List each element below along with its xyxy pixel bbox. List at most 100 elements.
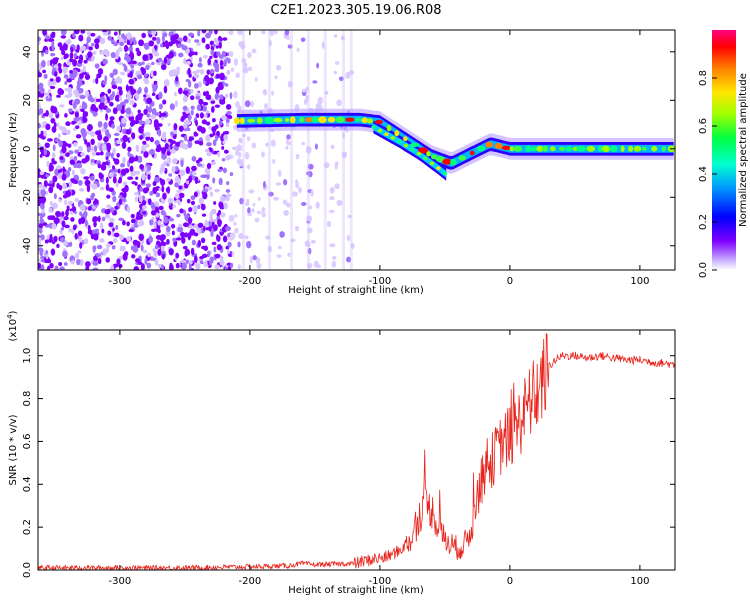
noise-speckle [148,236,153,243]
noise-speckle [191,248,194,255]
noise-speckle [87,146,91,152]
noise-speckle [161,186,164,193]
noise-speckle [237,242,240,248]
snr-series-line [38,334,675,570]
noise-speckle [168,198,174,204]
noise-speckle [202,213,206,216]
noise-speckle [169,51,174,58]
noise-speckle [162,147,166,153]
noise-speckle [163,32,168,37]
noise-speckle [164,86,168,94]
noise-speckle [155,112,160,116]
noise-speckle [85,90,89,97]
noise-speckle [206,227,210,230]
noise-speckle [61,211,64,216]
noise-speckle [85,219,88,226]
noise-speckle [51,32,56,38]
ridge-blob [530,146,536,151]
noise-speckle [92,51,96,55]
noise-speckle [194,233,199,237]
noise-speckle [138,261,143,265]
ridge-blob [345,117,354,121]
colorbar-tick-label: 0.6 [698,118,709,134]
noise-speckle [100,187,104,191]
noise-speckle [80,168,85,174]
noise-speckle [96,253,101,257]
noise-speckle [194,39,199,42]
noise-speckle [274,30,278,34]
noise-speckle [118,195,122,199]
noise-speckle [162,132,166,137]
noise-speckle [84,238,89,244]
noise-speckle [197,205,200,209]
noise-speckle [225,226,231,231]
noise-speckle [152,248,155,253]
noise-speckle [226,123,230,127]
noise-speckle [44,74,48,79]
noise-speckle [188,207,192,212]
noise-speckle [142,211,146,214]
ridge-blob [290,116,296,123]
noise-speckles [36,27,355,272]
noise-speckle [248,67,253,71]
noise-speckle [219,73,225,81]
noise-speckle [64,88,69,91]
noise-speckle [139,113,144,116]
noise-speckle [222,158,226,161]
noise-speckle [76,259,80,265]
noise-speckle [223,202,227,209]
noise-speckle [161,113,166,117]
noise-speckle [211,50,215,56]
noise-speckle [197,42,201,46]
noise-speckle [187,128,191,132]
noise-speckle [246,241,251,248]
noise-speckle [181,263,187,270]
noise-speckle [99,104,105,110]
noise-speckle [278,170,281,177]
noise-speckle [170,132,174,135]
ridge-blob [443,172,447,176]
y-tick-label: 0.0 [22,562,33,578]
ridge-blob [470,151,475,156]
noise-speckle [85,261,91,267]
noise-speckle [146,183,151,187]
noise-speckle [276,65,281,71]
noise-speckle [220,60,223,67]
noise-speckle [73,90,79,95]
noise-speckle [78,250,82,253]
noise-speckle [314,261,319,268]
noise-speckle [108,222,113,227]
noise-speckle [215,124,219,129]
noise-speckle [82,102,87,110]
ridge-blob [328,117,336,123]
noise-speckle [67,205,70,208]
noise-speckle [335,61,340,65]
noise-speckle [91,56,94,62]
noise-speckle [73,224,77,230]
noise-speckle [52,203,58,209]
noise-speckle [42,70,46,74]
noise-speckle [42,28,47,35]
ridge-blob [510,146,514,151]
noise-speckle [98,258,102,264]
noise-speckle [217,169,222,172]
noise-speckle [177,44,182,48]
noise-speckle [251,49,256,54]
noise-stripe [307,30,310,270]
noise-speckle [114,32,118,36]
noise-speckle [91,43,94,47]
noise-speckle [152,37,157,41]
noise-speckle [146,113,150,117]
noise-speckle [140,67,144,71]
noise-speckle [90,175,95,180]
noise-speckle [194,131,198,136]
noise-speckle [227,58,231,64]
noise-speckle [255,218,260,223]
noise-speckle [64,113,68,118]
noise-speckle [261,207,265,213]
noise-speckle [278,246,282,249]
noise-speckle [103,122,107,129]
noise-speckle [198,223,204,228]
noise-speckle [40,146,44,153]
noise-speckle [178,186,182,190]
